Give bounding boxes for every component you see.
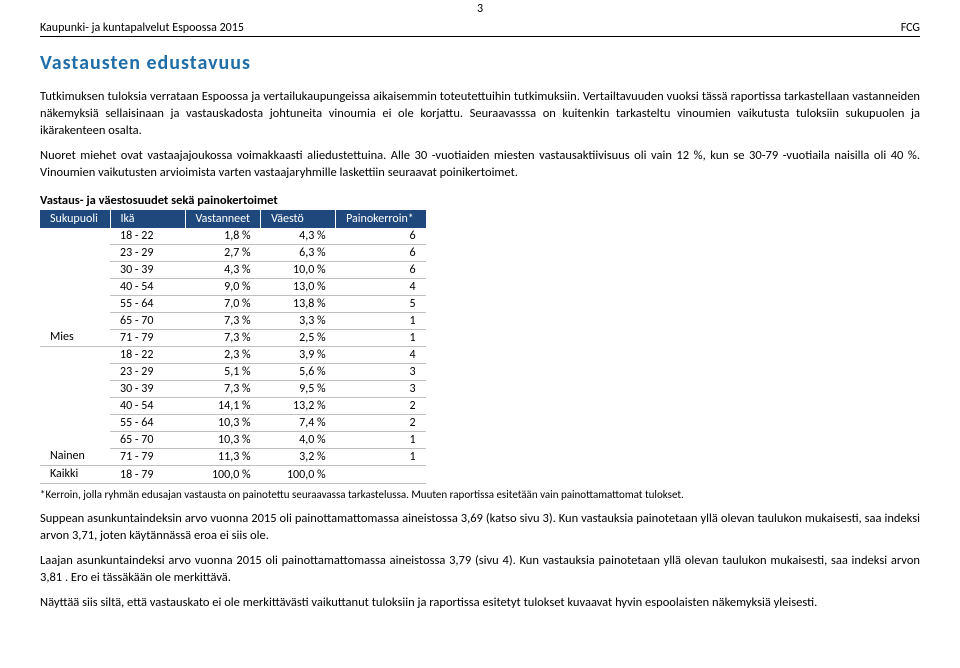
intro-paragraph-2: Nuoret miehet ovat vastaajajoukossa voim… xyxy=(40,148,920,182)
cell-age: 55 - 64 xyxy=(110,415,185,432)
col-vastanneet: Vastanneet xyxy=(185,210,261,228)
cell-pk: 6 xyxy=(336,262,426,279)
cell-age: 18 - 22 xyxy=(110,347,185,364)
cell-pop: 13,8 % xyxy=(261,296,336,313)
header-right-text: FCG xyxy=(901,21,920,35)
cell-pk: 6 xyxy=(336,228,426,245)
table-caption: Vastaus- ja väestosuudet sekä painokerto… xyxy=(40,193,920,208)
page-number: 3 xyxy=(477,2,483,16)
cell-pop: 5,6 % xyxy=(261,364,336,381)
cell-resp: 4,3 % xyxy=(185,262,261,279)
cell-resp: 7,3 % xyxy=(185,313,261,330)
table-row-total: Kaikki18 - 79100,0 %100,0 % xyxy=(40,466,426,484)
table-footnote: *Kerroin, jolla ryhmän edusajan vastaust… xyxy=(40,488,920,501)
cell-pk: 3 xyxy=(336,364,426,381)
table-head: Sukupuoli Ikä Vastanneet Väestö Painoker… xyxy=(40,210,426,228)
cell-pk: 4 xyxy=(336,347,426,364)
cell-resp: 9,0 % xyxy=(185,279,261,296)
cell-resp: 11,3 % xyxy=(185,449,261,466)
cell-pk: 1 xyxy=(336,330,426,347)
cell-pk: 5 xyxy=(336,296,426,313)
result-paragraph-2: Laajan asunkuntaindeksi arvo vuonna 2015… xyxy=(40,553,920,587)
cell-age: 30 - 39 xyxy=(110,262,185,279)
cell-pop: 100,0 % xyxy=(261,466,336,484)
cell-pk: 1 xyxy=(336,313,426,330)
col-ika: Ikä xyxy=(110,210,185,228)
col-painokerroin: Painokerroin* xyxy=(336,210,426,228)
result-paragraph-1: Suppean asunkuntaindeksin arvo vuonna 20… xyxy=(40,511,920,545)
rowgroup-label: Kaikki xyxy=(40,466,110,484)
document-page: 3 Kaupunki- ja kuntapalvelut Espoossa 20… xyxy=(0,0,960,640)
cell-pop: 2,5 % xyxy=(261,330,336,347)
cell-pk: 2 xyxy=(336,415,426,432)
cell-pk: 1 xyxy=(336,432,426,449)
cell-pop: 4,0 % xyxy=(261,432,336,449)
cell-resp: 2,7 % xyxy=(185,245,261,262)
cell-age: 23 - 29 xyxy=(110,364,185,381)
cell-resp: 7,3 % xyxy=(185,330,261,347)
cell-pop: 6,3 % xyxy=(261,245,336,262)
cell-pop: 13,0 % xyxy=(261,279,336,296)
cell-pop: 3,9 % xyxy=(261,347,336,364)
cell-pk: 1 xyxy=(336,449,426,466)
cell-pop: 3,3 % xyxy=(261,313,336,330)
cell-pk: 3 xyxy=(336,381,426,398)
cell-resp: 10,3 % xyxy=(185,432,261,449)
cell-age: 71 - 79 xyxy=(110,449,185,466)
weights-table: Sukupuoli Ikä Vastanneet Väestö Painoker… xyxy=(40,210,426,484)
cell-age: 65 - 70 xyxy=(110,313,185,330)
cell-resp: 2,3 % xyxy=(185,347,261,364)
table-body: Mies18 - 221,8 %4,3 %623 - 292,7 %6,3 %6… xyxy=(40,228,426,484)
cell-pk: 4 xyxy=(336,279,426,296)
cell-resp: 5,1 % xyxy=(185,364,261,381)
cell-pop: 9,5 % xyxy=(261,381,336,398)
col-vaesto: Väestö xyxy=(261,210,336,228)
page-title: Vastausten edustavuus xyxy=(40,51,920,75)
cell-age: 18 - 79 xyxy=(110,466,185,484)
cell-resp: 10,3 % xyxy=(185,415,261,432)
cell-resp: 1,8 % xyxy=(185,228,261,245)
result-paragraph-3: Näyttää siis siltä, että vastauskato ei … xyxy=(40,595,920,612)
rowgroup-label: Nainen xyxy=(40,347,110,466)
rowgroup-label: Mies xyxy=(40,228,110,347)
cell-pop: 4,3 % xyxy=(261,228,336,245)
cell-resp: 100,0 % xyxy=(185,466,261,484)
cell-resp: 14,1 % xyxy=(185,398,261,415)
cell-age: 55 - 64 xyxy=(110,296,185,313)
cell-pk: 2 xyxy=(336,398,426,415)
cell-age: 40 - 54 xyxy=(110,279,185,296)
cell-age: 65 - 70 xyxy=(110,432,185,449)
cell-resp: 7,3 % xyxy=(185,381,261,398)
cell-age: 71 - 79 xyxy=(110,330,185,347)
cell-age: 23 - 29 xyxy=(110,245,185,262)
table-row: Mies18 - 221,8 %4,3 %6 xyxy=(40,228,426,245)
cell-pk: 6 xyxy=(336,245,426,262)
cell-resp: 7,0 % xyxy=(185,296,261,313)
cell-pop: 13,2 % xyxy=(261,398,336,415)
cell-pop: 10,0 % xyxy=(261,262,336,279)
header-left-text: Kaupunki- ja kuntapalvelut Espoossa 2015 xyxy=(40,21,244,35)
cell-age: 40 - 54 xyxy=(110,398,185,415)
header-rule: 3 Kaupunki- ja kuntapalvelut Espoossa 20… xyxy=(40,18,920,37)
cell-pk xyxy=(336,466,426,484)
cell-pop: 3,2 % xyxy=(261,449,336,466)
cell-age: 18 - 22 xyxy=(110,228,185,245)
table-row: Nainen18 - 222,3 %3,9 %4 xyxy=(40,347,426,364)
col-sukupuoli: Sukupuoli xyxy=(40,210,110,228)
intro-paragraph-1: Tutkimuksen tuloksia verrataan Espoossa … xyxy=(40,89,920,140)
cell-pop: 7,4 % xyxy=(261,415,336,432)
cell-age: 30 - 39 xyxy=(110,381,185,398)
